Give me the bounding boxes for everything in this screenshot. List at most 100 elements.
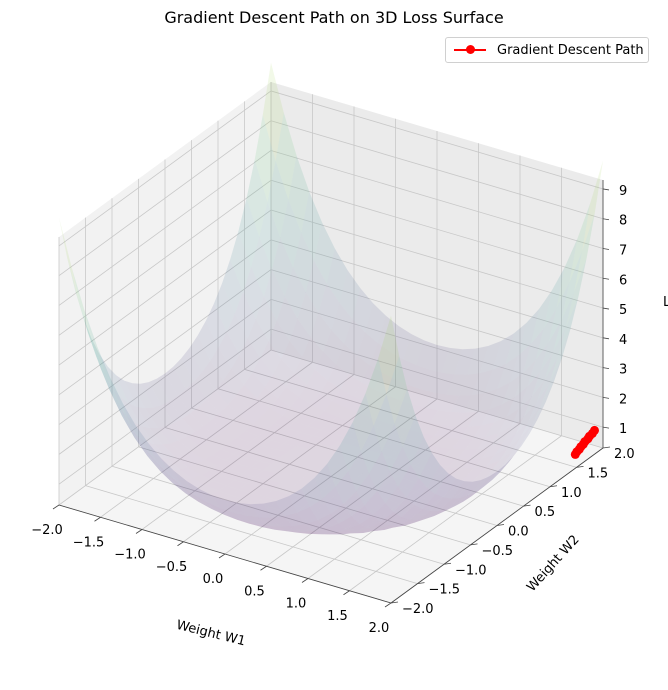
grid-line	[191, 407, 524, 507]
surface-patch	[351, 505, 373, 525]
grid-line	[244, 368, 577, 468]
surface-patch	[392, 436, 414, 447]
surface-patch	[330, 504, 352, 524]
surface-patch	[515, 402, 537, 434]
surface-patch	[447, 426, 469, 439]
surface-patch	[185, 381, 207, 407]
surface-patch	[84, 310, 106, 376]
surface-patch	[191, 447, 213, 460]
surface-patch	[150, 454, 172, 471]
surface-patch	[357, 402, 379, 418]
surface-patch	[181, 487, 202, 497]
surface-patch	[327, 479, 349, 491]
surface-patch	[404, 507, 425, 515]
surface-patch	[192, 475, 214, 486]
surface-patch	[243, 267, 264, 320]
surface-patch	[301, 477, 323, 508]
surface-patch	[420, 369, 442, 393]
surface-patch	[340, 484, 362, 496]
surface-patch	[165, 366, 186, 396]
grid-line	[58, 328, 272, 485]
surface-patch	[333, 519, 355, 529]
surface-patch	[245, 423, 267, 437]
surface-patch	[331, 463, 352, 474]
surface-patch	[271, 457, 293, 467]
surface-patch	[283, 438, 305, 447]
surface-patch	[438, 394, 459, 413]
surface-patch	[459, 480, 481, 498]
surface-patch	[322, 486, 344, 514]
surface-patch	[295, 530, 317, 534]
surface-patch	[278, 520, 300, 529]
surface-patch	[439, 437, 461, 449]
surface-patch	[186, 481, 208, 503]
surface-patch	[222, 259, 243, 314]
surface-patch	[257, 521, 279, 528]
x-tick-mark	[301, 578, 309, 583]
z-tick-mark	[602, 248, 610, 250]
axis-ticks: −2.0−1.5−1.0−0.50.00.51.01.52.0−2.0−1.5−…	[31, 184, 634, 636]
surface-patch	[298, 489, 320, 501]
grid-line	[138, 446, 471, 546]
surface-patch	[161, 401, 183, 424]
surface-patch	[320, 515, 342, 526]
surface-patch	[258, 517, 280, 527]
surface-patch	[505, 322, 527, 365]
surface-patch	[369, 477, 391, 488]
surface-patch	[403, 481, 424, 492]
surface-patch	[239, 338, 261, 373]
surface-patch	[224, 423, 246, 438]
surface-patch	[199, 489, 221, 509]
surface-patch	[412, 501, 434, 510]
surface-patch	[319, 486, 341, 498]
y-tick-label: 0.5	[535, 505, 556, 520]
surface-patch	[249, 436, 271, 447]
surface-patch	[154, 444, 176, 459]
surface-patch	[234, 292, 256, 339]
surface-patch	[261, 506, 283, 517]
surface-patch	[490, 426, 512, 448]
surface-patch	[325, 433, 347, 442]
surface-patch	[249, 523, 271, 528]
surface-patch	[553, 292, 574, 353]
surface-patch	[315, 351, 336, 381]
x-tick-label: 0.5	[244, 584, 265, 599]
surface-patch	[337, 407, 358, 422]
surface-patch	[231, 354, 253, 386]
surface-patch	[96, 356, 118, 404]
surface-patch	[284, 512, 306, 527]
y-tick-mark	[602, 446, 611, 449]
surface-patch	[262, 62, 284, 161]
surface-patch	[281, 340, 303, 374]
surface-patch	[450, 395, 472, 413]
surface-patch	[466, 482, 488, 496]
surface-patch	[217, 460, 239, 471]
surface-patch	[532, 352, 553, 397]
surface-patch	[263, 463, 285, 473]
surface-patch	[443, 448, 465, 459]
surface-patch	[375, 421, 397, 434]
surface-patch	[233, 512, 255, 524]
surface-patch	[350, 530, 372, 534]
surface-patch	[353, 488, 374, 501]
surface-patch	[414, 487, 436, 510]
surface-patch	[336, 502, 358, 514]
surface-patch	[215, 510, 237, 520]
surface-patch	[307, 511, 329, 523]
surface-patch	[231, 489, 252, 500]
z-tick-mark	[602, 218, 610, 221]
surface-patch	[385, 466, 407, 477]
surface-patch	[177, 389, 199, 414]
surface-patch	[373, 487, 395, 499]
surface-patch	[435, 456, 457, 467]
surface-patch	[148, 378, 170, 406]
surface-patch	[292, 524, 314, 532]
surface-patch	[297, 507, 318, 525]
surface-patch	[320, 423, 342, 434]
surface-patch	[440, 466, 462, 476]
surface-patch	[393, 497, 415, 518]
surface-patch	[213, 283, 235, 332]
surface-patch	[219, 508, 241, 516]
surface-patch	[227, 504, 249, 513]
surface-patch	[314, 475, 336, 487]
